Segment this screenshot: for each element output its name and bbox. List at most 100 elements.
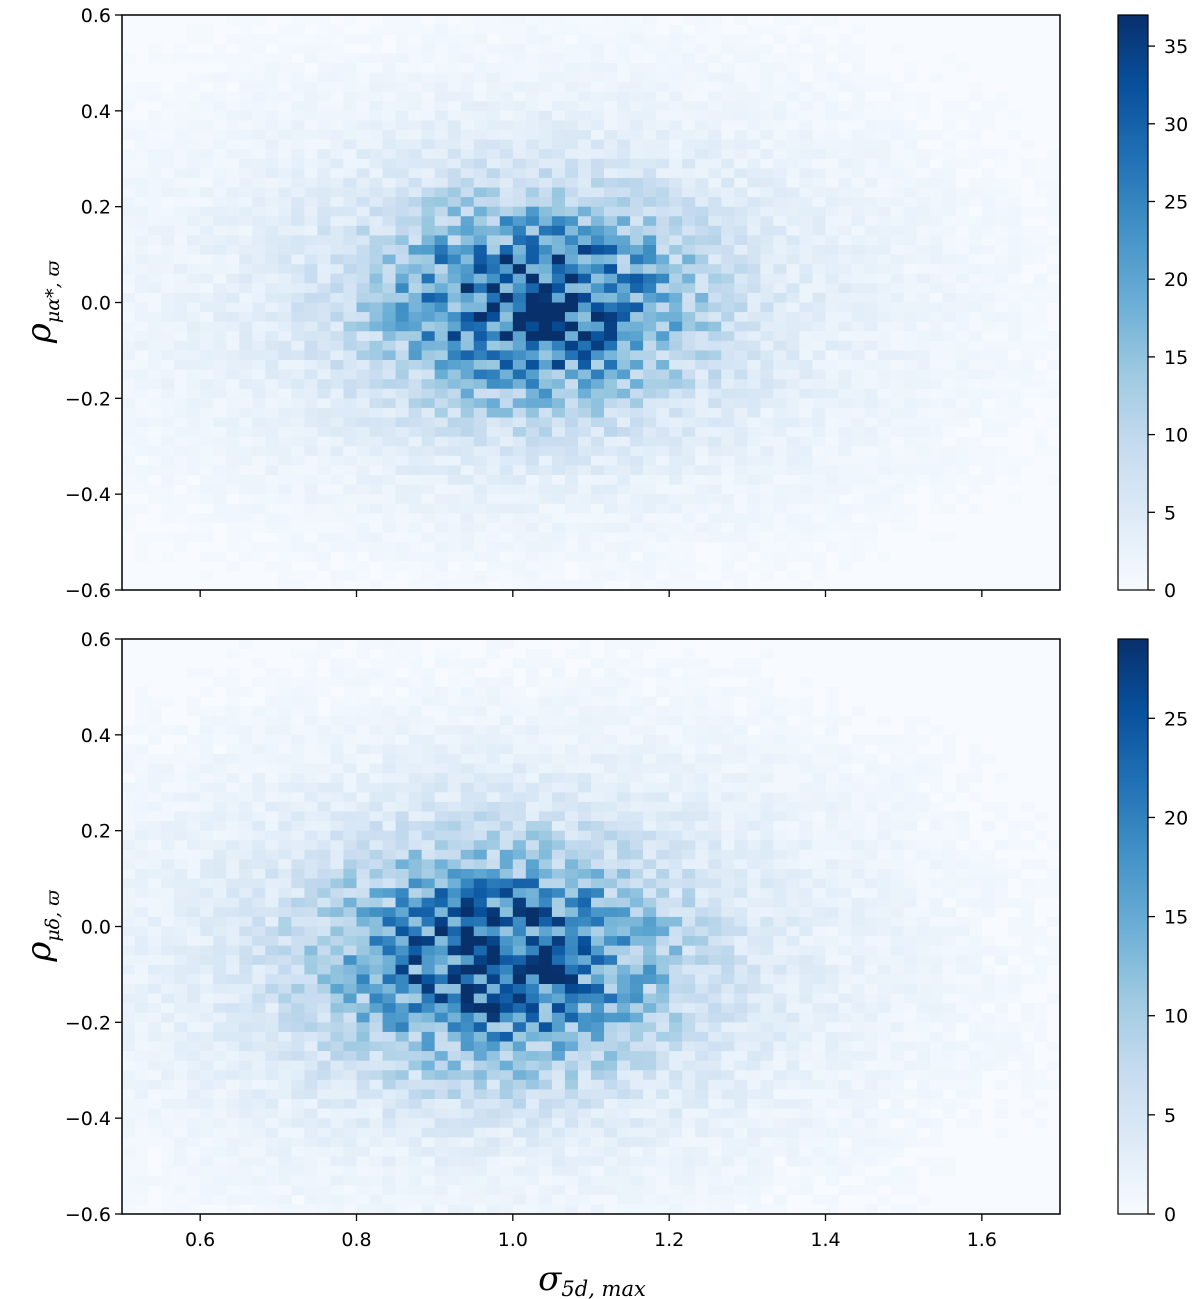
heatmap-cell bbox=[968, 149, 983, 160]
heatmap-cell bbox=[551, 369, 566, 380]
heatmap-cell bbox=[591, 292, 605, 303]
heatmap-cell bbox=[356, 1194, 370, 1205]
heatmap-cell bbox=[786, 273, 800, 284]
heatmap-cell bbox=[499, 302, 514, 313]
heatmap-cell bbox=[486, 72, 501, 83]
heatmap-cell bbox=[239, 273, 253, 284]
heatmap-cell bbox=[200, 667, 214, 678]
heatmap-cell bbox=[460, 254, 475, 265]
heatmap-cell bbox=[135, 350, 149, 361]
heatmap-cell bbox=[630, 149, 644, 160]
heatmap-cell bbox=[369, 273, 383, 284]
heatmap-cell bbox=[617, 350, 631, 361]
heatmap-cell bbox=[994, 225, 1009, 236]
heatmap-cell bbox=[187, 1137, 201, 1148]
heatmap-cell bbox=[291, 235, 305, 246]
heatmap-cell bbox=[356, 1003, 370, 1014]
heatmap-cell bbox=[1033, 302, 1048, 313]
heatmap-cell bbox=[499, 580, 514, 591]
heatmap-cell bbox=[955, 340, 970, 351]
heatmap-cell bbox=[382, 955, 396, 966]
heatmap-cell bbox=[382, 1060, 396, 1071]
heatmap-cell bbox=[708, 407, 722, 418]
heatmap-cell bbox=[799, 197, 813, 208]
heatmap-cell bbox=[604, 168, 618, 179]
heatmap-cell bbox=[538, 302, 553, 313]
heatmap-cell bbox=[721, 187, 735, 198]
heatmap-cell bbox=[304, 187, 318, 198]
heatmap-cell bbox=[356, 407, 370, 418]
heatmap-cell bbox=[122, 792, 136, 803]
heatmap-cell bbox=[200, 53, 214, 64]
heatmap-cell bbox=[330, 446, 344, 457]
heatmap-cell bbox=[942, 312, 957, 323]
heatmap-cell bbox=[291, 158, 305, 169]
heatmap-cell bbox=[551, 158, 566, 169]
heatmap-cell bbox=[135, 1185, 149, 1196]
heatmap-cell bbox=[226, 1166, 240, 1177]
heatmap-cell bbox=[200, 955, 214, 966]
heatmap-cell bbox=[812, 321, 826, 332]
heatmap-cell bbox=[682, 340, 696, 351]
heatmap-cell bbox=[434, 53, 449, 64]
heatmap-cell bbox=[695, 62, 709, 73]
heatmap-cell bbox=[864, 360, 879, 370]
heatmap-cell bbox=[512, 177, 527, 188]
heatmap-cell bbox=[200, 455, 214, 466]
heatmap-cell bbox=[564, 15, 579, 25]
heatmap-cell bbox=[460, 82, 475, 93]
heatmap-cell bbox=[148, 139, 162, 150]
heatmap-cell bbox=[447, 82, 462, 93]
heatmap-cell bbox=[1020, 340, 1035, 351]
heatmap-cell bbox=[252, 859, 266, 870]
heatmap-cell bbox=[499, 522, 514, 533]
heatmap-cell bbox=[617, 15, 631, 25]
heatmap-cell bbox=[356, 1137, 370, 1148]
heatmap-cell bbox=[760, 465, 774, 476]
heatmap-cell bbox=[721, 570, 735, 581]
heatmap-cell bbox=[122, 763, 136, 774]
heatmap-cell bbox=[265, 801, 279, 812]
heatmap-cell bbox=[825, 388, 839, 399]
heatmap-cell bbox=[278, 24, 292, 35]
heatmap-cell bbox=[786, 407, 800, 418]
heatmap-cell bbox=[734, 312, 748, 323]
heatmap-cell bbox=[604, 513, 618, 524]
heatmap-cell bbox=[825, 427, 839, 438]
heatmap-cell bbox=[460, 360, 475, 370]
y-tick-label: −0.4 bbox=[65, 484, 111, 506]
heatmap-cell bbox=[434, 245, 449, 255]
heatmap-cell bbox=[369, 139, 383, 150]
heatmap-cell bbox=[356, 245, 370, 255]
heatmap-cell bbox=[304, 494, 318, 505]
heatmap-cell bbox=[226, 696, 240, 707]
heatmap-cell bbox=[135, 149, 149, 160]
heatmap-cell bbox=[135, 859, 149, 870]
heatmap-cell bbox=[226, 1003, 240, 1014]
heatmap-cell bbox=[981, 225, 996, 236]
heatmap-cell bbox=[291, 888, 305, 899]
heatmap-cell bbox=[903, 91, 918, 102]
heatmap-cell bbox=[239, 715, 253, 726]
heatmap-cell bbox=[187, 744, 201, 755]
heatmap-cell bbox=[577, 503, 592, 514]
heatmap-cell bbox=[330, 570, 344, 581]
heatmap-cell bbox=[421, 254, 436, 265]
heatmap-cell bbox=[1033, 283, 1048, 294]
heatmap-cell bbox=[343, 503, 357, 514]
heatmap-cell bbox=[226, 465, 240, 476]
heatmap-cell bbox=[213, 388, 227, 399]
heatmap-cell bbox=[617, 62, 631, 73]
heatmap-cell bbox=[356, 187, 370, 198]
heatmap-cell bbox=[369, 350, 383, 361]
heatmap-cell bbox=[291, 907, 305, 918]
heatmap-cell bbox=[343, 1194, 357, 1205]
heatmap-cell bbox=[382, 513, 396, 524]
heatmap-cell bbox=[877, 197, 892, 208]
heatmap-cell bbox=[591, 407, 605, 418]
heatmap-cell bbox=[525, 292, 540, 303]
heatmap-cell bbox=[395, 859, 410, 870]
heatmap-cell bbox=[278, 187, 292, 198]
heatmap-cell bbox=[434, 254, 449, 265]
heatmap-cell bbox=[122, 993, 136, 1004]
